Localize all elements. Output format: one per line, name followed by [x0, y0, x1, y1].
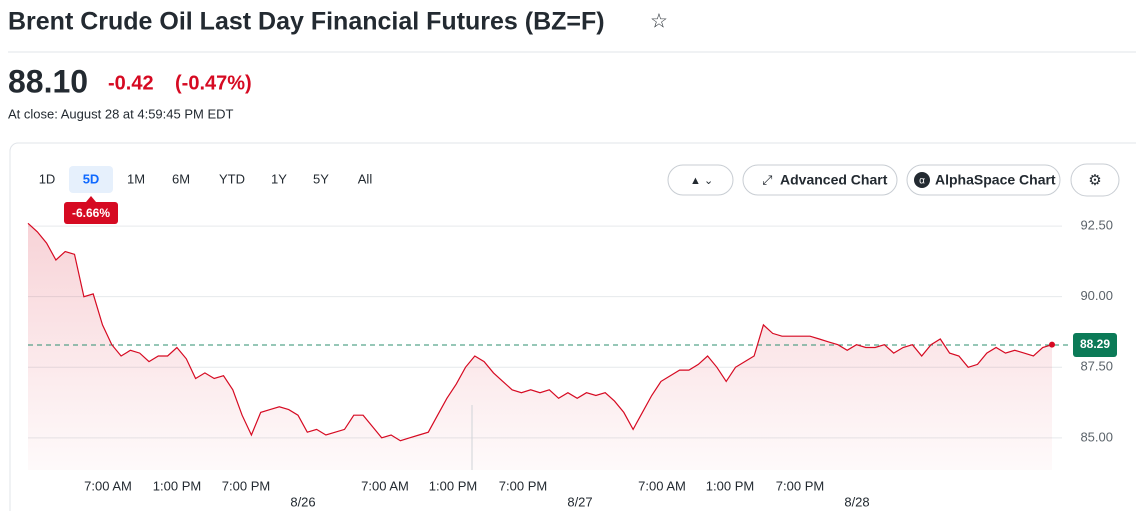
day-label: 8/27: [567, 494, 592, 509]
range-tab[interactable]: 6M: [172, 171, 190, 186]
x-tick-label: 7:00 AM: [84, 478, 132, 493]
range-tab[interactable]: 1Y: [271, 171, 287, 186]
day-label: 8/26: [290, 494, 315, 509]
range-tab[interactable]: 1D: [39, 171, 56, 186]
star[interactable]: ☆: [650, 10, 668, 32]
x-tick-label: 1:00 PM: [706, 478, 754, 493]
y-tick-label: 90.00: [1080, 288, 1113, 303]
badge-arrow: [86, 196, 96, 202]
range-tab-selected[interactable]: [69, 166, 113, 193]
price-line: [27, 222, 1053, 442]
area: [28, 223, 1052, 470]
range-tab[interactable]: YTD: [219, 171, 245, 186]
title: Brent Crude Oil Last Day Financial Futur…: [8, 8, 605, 36]
y-tick-label: 85.00: [1080, 429, 1113, 444]
alphaspace-label: AlphaSpace Chart: [935, 172, 1056, 188]
alphaspace-icon: [914, 172, 930, 188]
price: 88.10: [8, 63, 88, 99]
range-tab[interactable]: 5Y: [313, 171, 329, 186]
alphaspace-button[interactable]: [906, 164, 1061, 196]
y-tick-label: 92.50: [1080, 218, 1113, 233]
expand-icon: ⤢: [762, 172, 772, 187]
alphaspace-icon-glyph: α: [919, 176, 925, 187]
x-tick-label: 1:00 PM: [429, 478, 477, 493]
x-tick-label: 7:00 PM: [222, 478, 270, 493]
settings-button[interactable]: [1070, 163, 1120, 197]
chart-type-icon: ▲ ⌄: [690, 175, 713, 187]
range-change: -6.66%: [72, 206, 110, 220]
x-tick-label: 7:00 PM: [499, 478, 547, 493]
range-tab[interactable]: All: [358, 171, 373, 186]
reference-label: 88.29: [1080, 337, 1110, 351]
x-tick-label: 7:00 AM: [361, 478, 409, 493]
day-label: 8/28: [844, 494, 869, 509]
close-time: At close: August 28 at 4:59:45 PM EDT: [8, 106, 234, 121]
advanced-chart-label: Advanced Chart: [780, 172, 888, 188]
last-point: [1049, 341, 1055, 348]
advanced-chart-button[interactable]: [742, 164, 898, 196]
settings-icon: ⚙: [1088, 172, 1101, 189]
x-tick-label: 7:00 AM: [638, 478, 686, 493]
y-tick-label: 87.50: [1080, 359, 1113, 374]
chart-type-button[interactable]: [667, 164, 734, 196]
x-tick-label: 7:00 PM: [776, 478, 824, 493]
range-tab[interactable]: 5D: [83, 171, 100, 186]
range-change-badge: [64, 202, 118, 224]
reference-badge: [1073, 332, 1117, 357]
x-tick-label: 1:00 PM: [153, 478, 201, 493]
chart-card: [9, 142, 1136, 516]
range-tab[interactable]: 1M: [127, 171, 145, 186]
change-percent: (-0.47%): [175, 72, 252, 94]
change: -0.42: [108, 72, 154, 94]
